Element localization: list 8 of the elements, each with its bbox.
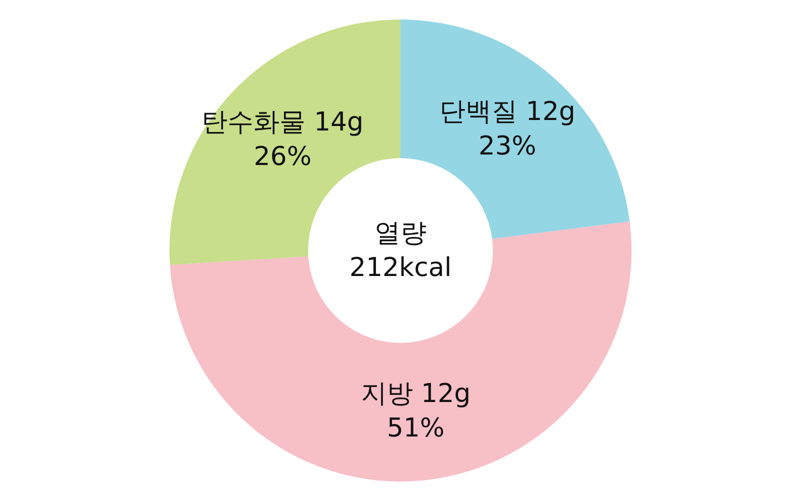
text: 212kcal: [349, 252, 452, 283]
data-label: 26%: [254, 142, 312, 172]
data-label: 23%: [478, 131, 536, 162]
data-label: 51%: [386, 414, 445, 444]
slice-label: 지방 12g: [360, 379, 471, 410]
slice-label: 단백질 12g: [440, 96, 576, 127]
slice-label: 탄수화물 14g: [202, 108, 364, 138]
text: 열량: [374, 218, 426, 248]
